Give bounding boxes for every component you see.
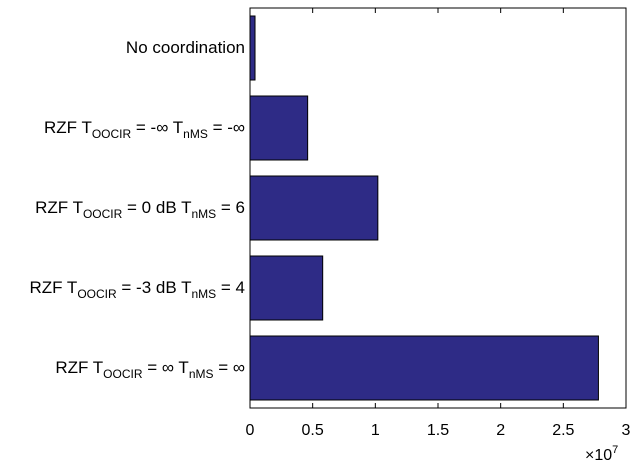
x-tick-label-2: 1	[370, 422, 380, 439]
bar-2	[249, 175, 379, 241]
bar-3	[249, 255, 324, 321]
x-tick-label-4: 2	[496, 422, 506, 439]
category-label-1: RZF TOOCIR = -∞ TnMS = -∞	[43, 118, 245, 141]
x-tick-label-0: 0	[245, 422, 255, 439]
bar-1	[249, 95, 309, 161]
x-axis-multiplier: ×107	[585, 444, 619, 464]
bar-4	[249, 335, 599, 401]
category-label-0: No coordination	[125, 38, 245, 57]
x-tick-label-3: 1.5	[426, 422, 450, 439]
category-label-3: RZF TOOCIR = -3 dB TnMS = 4	[29, 278, 245, 301]
x-tick-label-5: 2.5	[552, 422, 575, 439]
category-label-4: RZF TOOCIR = ∞ TnMS = ∞	[55, 358, 245, 381]
x-tick-label-1: 0.5	[301, 422, 324, 439]
x-tick-label-6: 3	[621, 422, 630, 439]
category-label-2: RZF TOOCIR = 0 dB TnMS = 6	[35, 198, 245, 221]
bar-0	[249, 15, 256, 81]
